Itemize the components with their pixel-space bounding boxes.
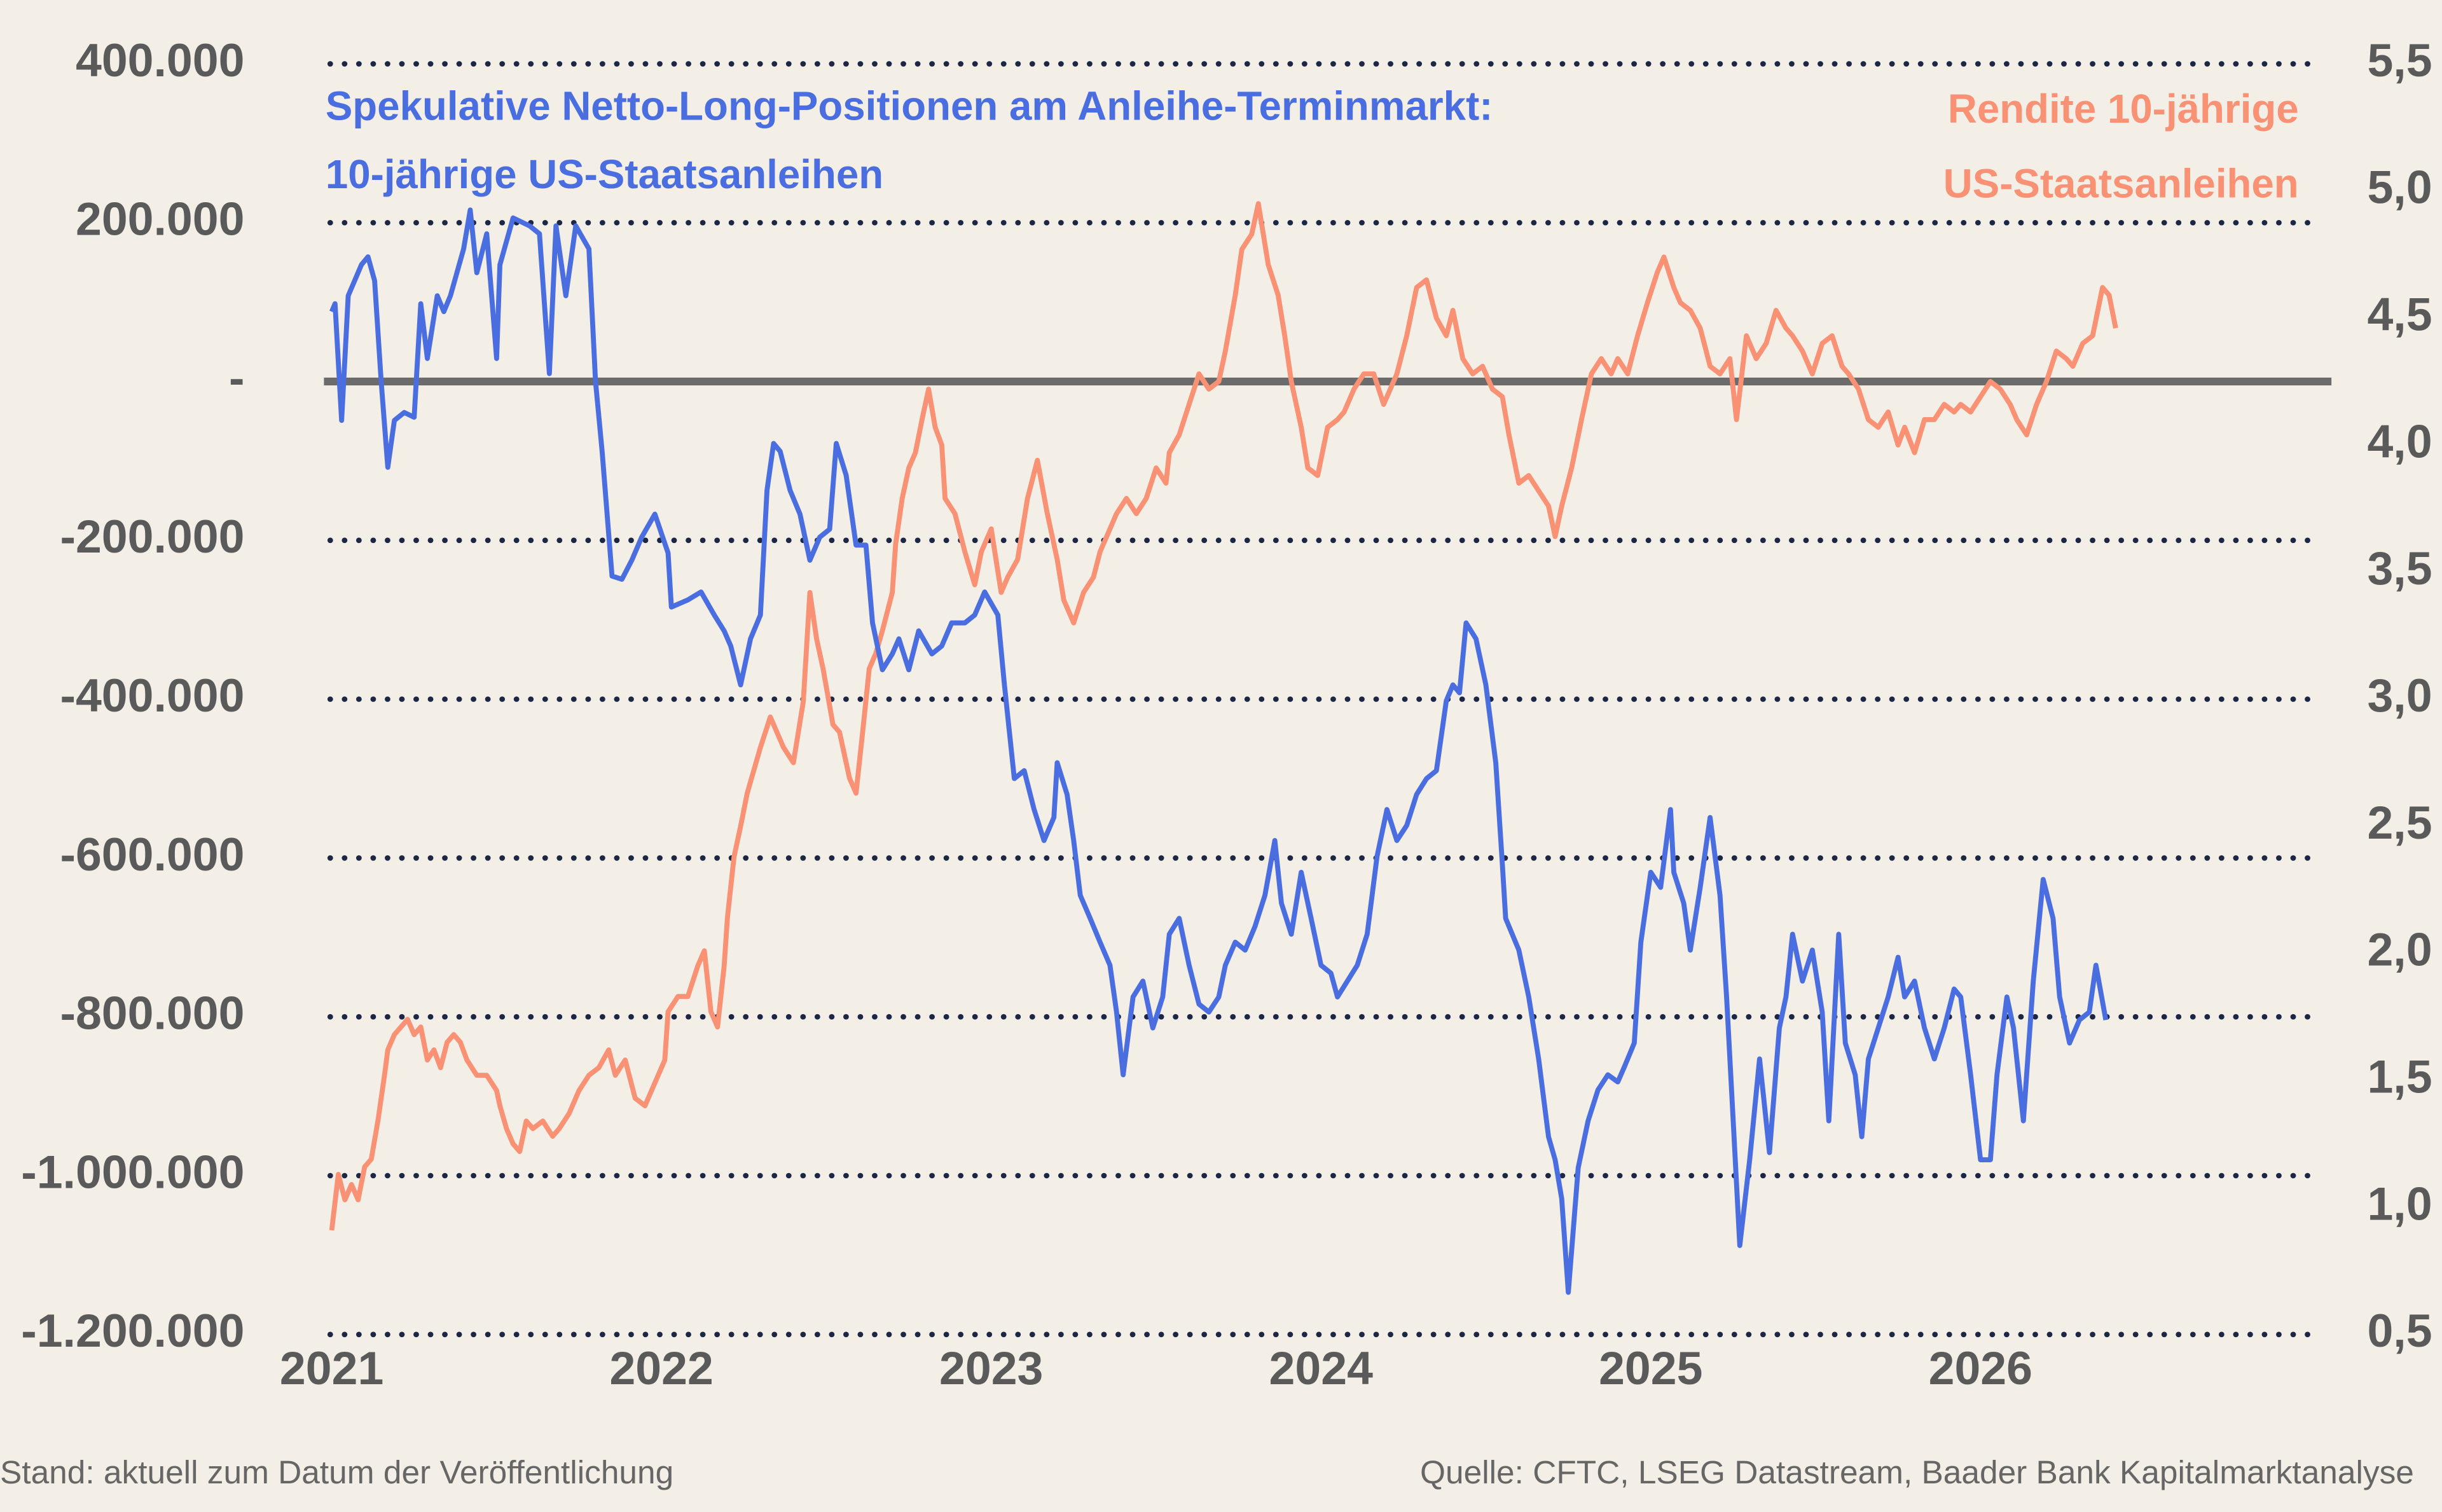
- series-title: Spekulative Netto-Long-Positionen am Anl…: [326, 83, 1493, 128]
- y2-tick-label: 4,5: [2367, 288, 2432, 341]
- y2-tick-label: 3,0: [2367, 669, 2432, 722]
- y2-tick-label: 2,5: [2367, 796, 2432, 849]
- x-tick-label: 2026: [1929, 1342, 2032, 1394]
- y2-tick-label: 2,0: [2367, 923, 2432, 976]
- series-line: [329, 207, 2109, 1295]
- y-tick-label: -200.000: [60, 510, 245, 563]
- lines: [329, 201, 2118, 1295]
- x-tick-label: 2025: [1599, 1342, 1702, 1394]
- note: Stand: aktuell zum Datum der Veröffentli…: [0, 1454, 673, 1490]
- series-title: Rendite 10-jährige: [1948, 86, 2299, 132]
- y2-tick-label: 0,5: [2367, 1304, 2432, 1357]
- y-tick-label: 400.000: [76, 34, 245, 86]
- y2-tick-label: 1,0: [2367, 1177, 2432, 1230]
- y-tick-label: -800.000: [60, 987, 245, 1040]
- x-tick-label: 2021: [280, 1342, 383, 1394]
- y-tick-label: 200.000: [76, 193, 245, 245]
- series-title: US-Staatsanleihen: [1943, 162, 2299, 207]
- y-tick-label: -1.200.000: [21, 1304, 244, 1357]
- y-tick-label: -600.000: [60, 828, 245, 881]
- labels: -1.200.000-1.000.000-800.000-600.000-400…: [21, 34, 2432, 1394]
- grid: [324, 61, 2332, 1338]
- series-line: [329, 201, 2118, 1231]
- x-tick-label: 2024: [1269, 1342, 1374, 1394]
- x-tick-label: 2022: [609, 1342, 713, 1394]
- y-tick-label: -1.000.000: [21, 1145, 244, 1198]
- y2-tick-label: 5,0: [2367, 161, 2432, 214]
- y2-tick-label: 3,5: [2367, 542, 2432, 594]
- series-title: 10-jährige US-Staatsanleihen: [326, 152, 883, 197]
- y2-tick-label: 5,5: [2367, 34, 2432, 86]
- y-tick-label: -400.000: [60, 669, 245, 722]
- source: Quelle: CFTC, LSEG Datastream, Baader Ba…: [1420, 1454, 2414, 1490]
- y2-tick-label: 4,0: [2367, 415, 2432, 467]
- x-tick-label: 2023: [939, 1342, 1043, 1394]
- y-tick-label: -: [229, 351, 244, 404]
- y2-tick-label: 1,5: [2367, 1050, 2432, 1103]
